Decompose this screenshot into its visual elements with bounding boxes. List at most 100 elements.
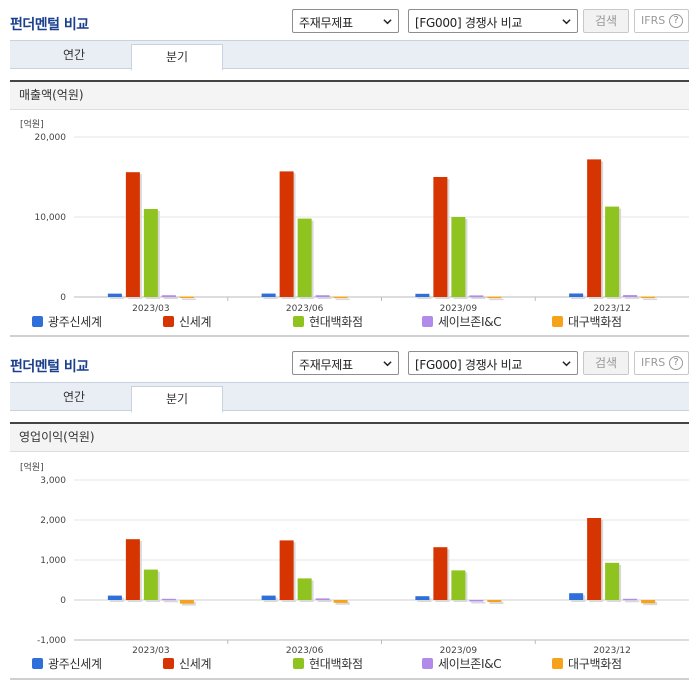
legend-swatch bbox=[163, 658, 174, 669]
bar[interactable] bbox=[469, 600, 484, 602]
bar[interactable] bbox=[641, 600, 656, 604]
panel-divider bbox=[10, 335, 689, 337]
bar[interactable] bbox=[315, 295, 330, 297]
bar[interactable] bbox=[297, 218, 312, 297]
bar[interactable] bbox=[415, 293, 430, 297]
bar[interactable] bbox=[587, 159, 602, 297]
bar[interactable] bbox=[623, 295, 638, 297]
bar[interactable] bbox=[179, 600, 194, 604]
bar[interactable] bbox=[487, 600, 502, 602]
legend-item[interactable]: 광주신세계 bbox=[32, 314, 102, 330]
legend-item[interactable]: 대구백화점 bbox=[552, 656, 622, 672]
bar[interactable] bbox=[569, 593, 584, 600]
search-button[interactable]: 검색 bbox=[583, 351, 629, 375]
bar-shadow bbox=[109, 295, 124, 299]
peer-group-select[interactable]: [FG000] 경쟁사 비교 bbox=[408, 351, 578, 375]
bar[interactable] bbox=[179, 296, 194, 299]
bar-shadow bbox=[571, 295, 586, 299]
chart-legend: 광주신세계 신세계 현대백화점 세이브존I&C 대구백화점 bbox=[10, 314, 689, 330]
bar[interactable] bbox=[605, 206, 620, 297]
y-unit-label: [억원] bbox=[20, 461, 44, 473]
bar[interactable] bbox=[161, 598, 176, 601]
statement-select[interactable]: 주재무제표 bbox=[292, 351, 399, 375]
bar[interactable] bbox=[433, 177, 448, 297]
legend-swatch bbox=[422, 658, 433, 669]
x-tick-label: 2023/12 bbox=[593, 304, 630, 314]
legend-item[interactable]: 대구백화점 bbox=[552, 314, 622, 330]
bar-shadow bbox=[471, 297, 486, 299]
section-header: 펀더멘털 비교 주재무제표 [FG000] 경쟁사 비교 검색 IFRS ? bbox=[0, 0, 696, 40]
bar[interactable] bbox=[315, 598, 330, 600]
legend-label: 광주신세계 bbox=[48, 657, 102, 671]
x-tick-label: 2023/06 bbox=[286, 646, 324, 656]
tab-annual[interactable]: 연간 bbox=[62, 48, 86, 62]
legend-item[interactable]: 세이브존I&C bbox=[422, 314, 502, 330]
period-tabs: 연간 분기 bbox=[10, 382, 689, 413]
legend-swatch bbox=[293, 316, 304, 327]
statement-select[interactable]: 주재무제표 bbox=[292, 9, 399, 33]
bar[interactable] bbox=[107, 293, 122, 297]
legend-item[interactable]: 현대백화점 bbox=[293, 656, 363, 672]
bar[interactable] bbox=[279, 171, 294, 297]
legend-swatch bbox=[552, 658, 563, 669]
legend-item[interactable]: 신세계 bbox=[163, 314, 212, 330]
bar[interactable] bbox=[279, 540, 294, 600]
y-tick-label: 3,000 bbox=[40, 476, 66, 486]
x-tick-label: 2023/09 bbox=[440, 304, 478, 314]
bar-shadow bbox=[489, 298, 504, 301]
bar[interactable] bbox=[261, 595, 276, 600]
bar[interactable] bbox=[143, 209, 158, 297]
ifrs-help-button[interactable]: IFRS ? bbox=[634, 351, 689, 375]
bar[interactable] bbox=[297, 578, 312, 600]
bar-shadow bbox=[317, 600, 332, 602]
bar[interactable] bbox=[623, 598, 638, 601]
bar[interactable] bbox=[333, 600, 348, 603]
bar[interactable] bbox=[433, 547, 448, 600]
legend-label: 현대백화점 bbox=[309, 657, 363, 671]
peer-group-select[interactable]: [FG000] 경쟁사 비교 bbox=[408, 9, 578, 33]
legend-item[interactable]: 현대백화점 bbox=[293, 314, 363, 330]
tab-quarterly[interactable]: 분기 bbox=[131, 386, 223, 413]
bar[interactable] bbox=[641, 296, 656, 299]
bar[interactable] bbox=[143, 569, 158, 600]
peer-group-select-value: [FG000] 경쟁사 비교 bbox=[415, 358, 523, 372]
legend-swatch bbox=[32, 316, 43, 327]
bar[interactable] bbox=[587, 518, 602, 600]
legend-item[interactable]: 광주신세계 bbox=[32, 656, 102, 672]
legend-swatch bbox=[32, 658, 43, 669]
bar[interactable] bbox=[261, 293, 276, 297]
chart-panel-title: 매출액(억원) bbox=[10, 80, 689, 110]
ifrs-help-button[interactable]: IFRS ? bbox=[634, 9, 689, 33]
tab-quarterly[interactable]: 분기 bbox=[131, 44, 223, 71]
x-tick-label: 2023/03 bbox=[132, 646, 169, 656]
legend-label: 신세계 bbox=[179, 315, 212, 329]
legend-label: 대구백화점 bbox=[568, 315, 622, 329]
bar[interactable] bbox=[333, 296, 348, 299]
chevron-down-icon bbox=[562, 19, 571, 25]
bar[interactable] bbox=[125, 172, 140, 297]
search-button[interactable]: 검색 bbox=[583, 9, 629, 33]
bar[interactable] bbox=[569, 293, 584, 297]
legend-label: 신세계 bbox=[179, 657, 212, 671]
bar[interactable] bbox=[469, 295, 484, 297]
bar[interactable] bbox=[451, 217, 466, 297]
y-tick-label: -1,000 bbox=[37, 636, 66, 646]
fundamental-compare-section-2: 펀더멘털 비교 주재무제표 [FG000] 경쟁사 비교 검색 IFRS ? 연… bbox=[0, 342, 696, 684]
y-tick-label: 1,000 bbox=[40, 556, 66, 566]
statement-select-value: 주재무제표 bbox=[299, 16, 353, 30]
legend-item[interactable]: 세이브존I&C bbox=[422, 656, 502, 672]
bar[interactable] bbox=[107, 595, 122, 600]
bar[interactable] bbox=[415, 596, 430, 600]
legend-item[interactable]: 신세계 bbox=[163, 656, 212, 672]
bar[interactable] bbox=[487, 296, 502, 299]
bar[interactable] bbox=[161, 295, 176, 297]
bar[interactable] bbox=[451, 570, 466, 600]
tab-annual[interactable]: 연간 bbox=[62, 390, 86, 404]
chart-legend: 광주신세계 신세계 현대백화점 세이브존I&C 대구백화점 bbox=[10, 656, 689, 672]
bar[interactable] bbox=[125, 539, 140, 600]
legend-label: 대구백화점 bbox=[568, 657, 622, 671]
bar[interactable] bbox=[605, 562, 620, 600]
bar-shadow bbox=[625, 297, 640, 299]
ifrs-label: IFRS bbox=[641, 14, 666, 27]
statement-select-value: 주재무제표 bbox=[299, 358, 353, 372]
